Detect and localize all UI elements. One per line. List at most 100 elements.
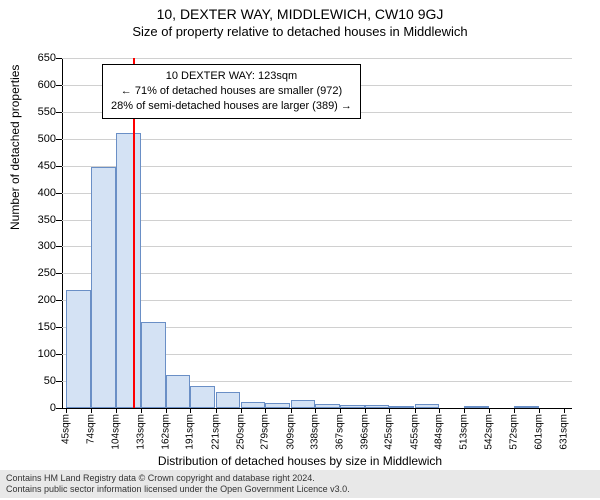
- y-tick-label: 500: [16, 133, 56, 145]
- y-axis-line: [62, 58, 63, 408]
- histogram-bar: [291, 400, 316, 408]
- histogram-bar: [190, 386, 215, 408]
- y-tick: [56, 112, 62, 113]
- x-tick-label: 162sqm: [160, 414, 171, 450]
- histogram-bar: [464, 406, 489, 408]
- x-tick-label: 309sqm: [285, 414, 296, 450]
- x-tick: [315, 408, 316, 413]
- info-box: 10 DEXTER WAY: 123sqm ← 71% of detached …: [102, 64, 361, 119]
- y-tick-label: 0: [16, 402, 56, 414]
- histogram-bar: [415, 404, 440, 408]
- histogram-bar: [116, 133, 141, 408]
- x-tick-label: 396sqm: [359, 414, 370, 450]
- histogram-bar: [166, 375, 191, 408]
- y-tick-label: 50: [16, 375, 56, 387]
- x-tick: [166, 408, 167, 413]
- x-tick-label: 250sqm: [235, 414, 246, 450]
- y-tick: [56, 246, 62, 247]
- histogram-bar: [365, 405, 390, 408]
- y-tick-label: 600: [16, 79, 56, 91]
- x-tick: [539, 408, 540, 413]
- x-tick: [464, 408, 465, 413]
- chart-container: 10, DEXTER WAY, MIDDLEWICH, CW10 9GJ Siz…: [0, 0, 600, 500]
- x-tick-label: 221sqm: [210, 414, 221, 450]
- x-tick: [190, 408, 191, 413]
- x-tick: [514, 408, 515, 413]
- x-tick: [439, 408, 440, 413]
- x-tick: [291, 408, 292, 413]
- y-tick: [56, 273, 62, 274]
- x-tick: [389, 408, 390, 413]
- chart-subtitle: Size of property relative to detached ho…: [0, 22, 600, 39]
- x-tick: [340, 408, 341, 413]
- plot-area: 0501001502002503003504004505005506006504…: [62, 58, 572, 408]
- y-tick-label: 300: [16, 240, 56, 252]
- x-tick-label: 104sqm: [111, 414, 122, 450]
- x-tick-label: 631sqm: [559, 414, 570, 450]
- gridline: [62, 58, 572, 59]
- y-tick: [56, 381, 62, 382]
- histogram-bar: [216, 392, 241, 408]
- histogram-bar: [141, 322, 166, 408]
- histogram-bar: [514, 406, 539, 408]
- x-tick-label: 74sqm: [85, 414, 96, 444]
- x-tick-label: 425sqm: [384, 414, 395, 450]
- x-tick: [216, 408, 217, 413]
- info-line-1: 10 DEXTER WAY: 123sqm: [111, 69, 352, 84]
- x-axis-line: [62, 408, 572, 409]
- y-tick: [56, 408, 62, 409]
- x-tick-label: 133sqm: [136, 414, 147, 450]
- histogram-bar: [241, 402, 266, 408]
- y-tick: [56, 166, 62, 167]
- histogram-bar: [315, 404, 340, 408]
- x-tick-label: 45sqm: [61, 414, 72, 444]
- histogram-bar: [66, 290, 91, 408]
- y-tick-label: 250: [16, 267, 56, 279]
- x-tick: [564, 408, 565, 413]
- x-tick-label: 279sqm: [260, 414, 271, 450]
- x-axis-title: Distribution of detached houses by size …: [0, 454, 600, 468]
- x-tick: [365, 408, 366, 413]
- x-tick-label: 367sqm: [334, 414, 345, 450]
- x-tick: [415, 408, 416, 413]
- x-tick-label: 513sqm: [459, 414, 470, 450]
- y-tick-label: 550: [16, 106, 56, 118]
- histogram-bar: [265, 403, 290, 408]
- x-tick-label: 572sqm: [509, 414, 520, 450]
- y-tick: [56, 193, 62, 194]
- x-tick: [489, 408, 490, 413]
- y-tick: [56, 220, 62, 221]
- y-tick-label: 200: [16, 294, 56, 306]
- info-line-2: ← 71% of detached houses are smaller (97…: [111, 84, 352, 99]
- y-tick-label: 150: [16, 321, 56, 333]
- y-tick: [56, 354, 62, 355]
- y-tick: [56, 85, 62, 86]
- footer: Contains HM Land Registry data © Crown c…: [0, 470, 600, 499]
- footer-line-2: Contains public sector information licen…: [6, 484, 594, 495]
- histogram-bar: [91, 167, 116, 408]
- x-tick: [91, 408, 92, 413]
- x-tick: [241, 408, 242, 413]
- x-tick-label: 191sqm: [185, 414, 196, 450]
- x-tick: [66, 408, 67, 413]
- y-tick: [56, 58, 62, 59]
- x-tick: [265, 408, 266, 413]
- chart-title: 10, DEXTER WAY, MIDDLEWICH, CW10 9GJ: [0, 0, 600, 22]
- x-tick-label: 338sqm: [310, 414, 321, 450]
- x-tick-label: 542sqm: [483, 414, 494, 450]
- x-tick-label: 601sqm: [533, 414, 544, 450]
- x-tick: [116, 408, 117, 413]
- histogram-bar: [389, 406, 414, 408]
- y-tick-label: 450: [16, 160, 56, 172]
- y-tick: [56, 327, 62, 328]
- y-tick-label: 350: [16, 214, 56, 226]
- x-tick-label: 455sqm: [409, 414, 420, 450]
- y-tick-label: 650: [16, 52, 56, 64]
- footer-line-1: Contains HM Land Registry data © Crown c…: [6, 473, 594, 484]
- y-tick: [56, 300, 62, 301]
- y-tick-label: 100: [16, 348, 56, 360]
- info-line-3: 28% of semi-detached houses are larger (…: [111, 99, 352, 114]
- x-tick: [141, 408, 142, 413]
- y-tick-label: 400: [16, 187, 56, 199]
- y-tick: [56, 139, 62, 140]
